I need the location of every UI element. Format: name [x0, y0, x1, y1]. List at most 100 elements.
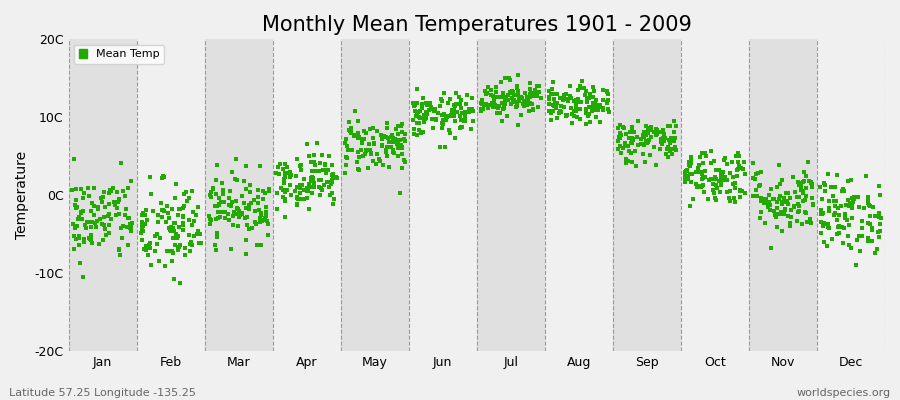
- Point: [770, 224, 784, 231]
- Point: [801, 158, 815, 165]
- Point: [363, 147, 377, 154]
- Point: [222, 202, 237, 208]
- Point: [542, 101, 556, 107]
- Point: [617, 142, 632, 148]
- Point: [708, 176, 723, 182]
- Point: [796, 178, 810, 185]
- Point: [223, 188, 238, 194]
- Point: [436, 90, 451, 96]
- Point: [413, 115, 428, 121]
- Point: [362, 141, 376, 147]
- Point: [453, 101, 467, 108]
- Point: [477, 102, 491, 108]
- Point: [363, 126, 377, 133]
- Point: [475, 106, 490, 112]
- Point: [252, 207, 266, 213]
- Point: [753, 209, 768, 216]
- Point: [847, 194, 861, 200]
- Point: [588, 104, 602, 111]
- Point: [860, 236, 875, 242]
- Point: [602, 109, 616, 116]
- Point: [783, 220, 797, 226]
- Point: [493, 110, 508, 116]
- Point: [507, 97, 521, 103]
- Point: [355, 136, 369, 143]
- Point: [152, 258, 166, 264]
- Point: [153, 235, 167, 242]
- Point: [549, 104, 563, 111]
- Point: [816, 223, 831, 230]
- Point: [506, 89, 520, 95]
- Point: [77, 222, 92, 228]
- Point: [770, 198, 785, 205]
- Point: [718, 155, 733, 161]
- Point: [176, 227, 190, 233]
- Point: [644, 127, 658, 133]
- Point: [239, 214, 254, 220]
- Point: [762, 200, 777, 206]
- Point: [102, 222, 116, 228]
- Point: [563, 94, 578, 101]
- Point: [262, 186, 276, 192]
- Point: [248, 221, 263, 227]
- Point: [68, 205, 83, 211]
- Point: [517, 98, 531, 104]
- Point: [481, 105, 495, 112]
- Point: [613, 130, 627, 136]
- Point: [300, 140, 314, 147]
- Point: [184, 248, 198, 254]
- Point: [102, 201, 116, 208]
- Point: [571, 96, 585, 102]
- Point: [626, 129, 641, 136]
- Point: [208, 203, 222, 210]
- Point: [569, 97, 583, 104]
- Point: [556, 104, 571, 110]
- Point: [523, 86, 537, 92]
- Point: [714, 172, 728, 178]
- Point: [798, 209, 813, 216]
- Point: [69, 197, 84, 203]
- Point: [380, 144, 394, 150]
- Point: [571, 99, 585, 105]
- Point: [444, 112, 458, 118]
- Point: [437, 111, 452, 117]
- Point: [114, 225, 129, 231]
- Point: [696, 176, 710, 182]
- Point: [680, 166, 695, 173]
- Point: [479, 91, 493, 98]
- Point: [617, 140, 632, 147]
- Point: [283, 182, 297, 188]
- Point: [625, 150, 639, 156]
- Point: [799, 185, 814, 192]
- Point: [231, 206, 246, 213]
- Point: [653, 136, 668, 142]
- Point: [427, 108, 441, 114]
- Point: [276, 180, 291, 186]
- Point: [612, 134, 626, 141]
- Point: [599, 99, 614, 105]
- Point: [860, 200, 875, 206]
- Point: [625, 159, 639, 165]
- Point: [313, 160, 328, 166]
- Point: [723, 170, 737, 176]
- Point: [716, 177, 730, 183]
- Point: [176, 190, 191, 197]
- Point: [95, 221, 110, 227]
- Point: [103, 186, 117, 193]
- Point: [311, 168, 326, 174]
- Point: [662, 138, 677, 144]
- Point: [637, 158, 652, 165]
- Point: [302, 184, 317, 190]
- Point: [796, 190, 811, 196]
- Point: [270, 206, 284, 212]
- Point: [203, 189, 218, 196]
- Point: [780, 213, 795, 220]
- Point: [814, 230, 828, 236]
- Point: [274, 184, 289, 191]
- Point: [225, 199, 239, 205]
- Point: [194, 240, 208, 246]
- Point: [292, 184, 307, 191]
- Point: [108, 201, 122, 207]
- Point: [119, 206, 133, 212]
- Point: [171, 212, 185, 218]
